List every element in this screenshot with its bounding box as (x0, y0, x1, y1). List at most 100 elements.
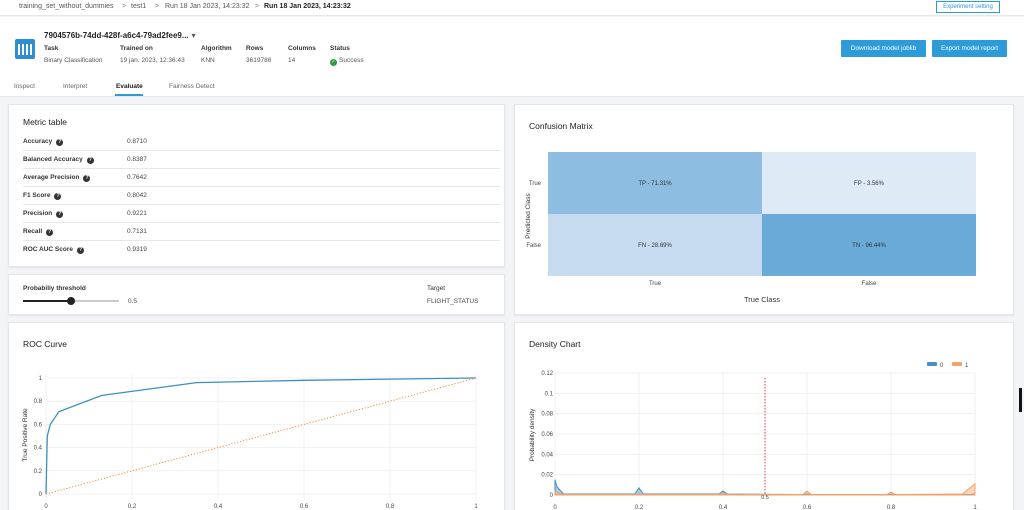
threshold-slider-handle[interactable] (67, 297, 75, 305)
roc-xtick: 0.4 (214, 504, 223, 510)
density-threshold-label: 0.5 (761, 495, 769, 501)
meta-trained-value: 19 jan. 2023, 12:36:43 (120, 57, 185, 64)
meta-columns-value: 14 (288, 57, 296, 64)
cm-cell-label: FP - 3.56% (854, 181, 885, 187)
cm-xlabel: True Class (744, 295, 780, 304)
cm-cell-label: TN - 96.44% (852, 243, 886, 249)
help-icon[interactable]: ? (76, 247, 84, 254)
top-bar: training_set_without_dummies > test1 > R… (0, 0, 1024, 16)
roc-xtick: 0 (44, 504, 48, 510)
density-xtick: 1 (973, 505, 977, 510)
metric-name: Average Precision (23, 174, 80, 181)
tab-inspect[interactable]: Inspect (14, 83, 35, 90)
density-xtick: 0.4 (719, 505, 728, 510)
active-tab-indicator (115, 94, 143, 96)
help-icon[interactable]: ? (83, 175, 91, 182)
metric-row-recall: Recall? 0.7131 (23, 223, 500, 241)
metric-value: 0.7642 (127, 174, 147, 181)
roc-ytick: 1 (39, 376, 43, 382)
cm-cell-label: TP - 71.31% (638, 181, 672, 187)
density-legend-label: 0 (940, 363, 944, 369)
density-ytick: 0.08 (541, 412, 553, 418)
meta-rows-value: 3619786 (246, 57, 272, 64)
roc-ylabel: True Positive Rate (22, 408, 29, 462)
breadcrumb-dataset[interactable]: training_set_without_dummies (19, 3, 114, 10)
target-label: Target (427, 285, 446, 292)
meta-columns-label: Columns (288, 45, 316, 52)
cm-cell (548, 152, 762, 214)
metric-row-f1-score: F1 Score? 0.8042 (23, 187, 500, 205)
help-icon[interactable]: ? (46, 229, 54, 236)
metric-name: Recall (23, 228, 43, 235)
tab-fairness-detect[interactable]: Fairness Detect (169, 83, 215, 90)
density-chart: 0 0.02 0.04 0.06 0.08 0.1 0.12 0 0.2 0.4 0.6 0.8 1 0.… (529, 362, 977, 510)
threshold-slider-fill (23, 300, 71, 302)
meta-trained-label: Trained on (120, 45, 153, 52)
tab-interpret[interactable]: Interpret (63, 83, 88, 90)
cm-ytick: False (526, 243, 541, 249)
metric-value: 0.9319 (127, 246, 147, 253)
density-chart-card: Density Chart 0 0.02 0.04 0.06 0.08 0.1 0.12 0 0… (514, 322, 1014, 510)
density-xtick: 0 (553, 505, 557, 510)
cm-xtick: True (649, 281, 662, 287)
breadcrumb-separator: > (255, 3, 260, 10)
density-xtick: 0.6 (803, 505, 812, 510)
roc-curve-title: ROC Curve (23, 339, 67, 349)
cm-ytick: True (529, 181, 542, 187)
density-chart-title: Density Chart (529, 339, 581, 349)
model-id-selector[interactable]: 7904576b-74dd-428f-a6c4-79ad2fee9... ▾ (44, 31, 196, 40)
help-icon[interactable]: ? (56, 211, 64, 218)
metric-name: Accuracy (23, 138, 53, 145)
breadcrumb-run[interactable]: Run 18 Jan 2023, 14:23:32 (165, 3, 250, 10)
target-value: FLIGHT_STATUS (427, 298, 479, 305)
cm-ylabel: Predicted Class (525, 192, 532, 238)
metric-row-roc-auc: ROC AUC Score? 0.9319 (23, 241, 500, 259)
roc-curve-chart: 00 0.2 0.2 0.4 0.4 0.6 0.6 0.8 0.8 1 1 True Positi… (22, 374, 478, 510)
metric-row-average-precision: Average Precision? 0.7642 (23, 169, 500, 187)
roc-ytick: 0.8 (34, 399, 43, 405)
export-report-button[interactable]: Export model report (932, 40, 1007, 57)
roc-ytick: 0.4 (34, 446, 43, 452)
density-ytick: 0.02 (541, 473, 553, 479)
roc-xtick: 0.2 (128, 504, 137, 510)
tab-evaluate[interactable]: Evaluate (116, 83, 143, 90)
density-ytick: 0 (550, 493, 554, 499)
caret-down-icon[interactable]: ▾ (191, 31, 196, 40)
density-xtick: 0.8 (887, 505, 896, 510)
roc-xtick: 1 (474, 504, 478, 510)
cm-cell-label: FN - 28.69% (638, 243, 672, 249)
metric-table-title: Metric table (23, 117, 67, 127)
breadcrumb-experiment[interactable]: test1 (131, 3, 147, 10)
roc-ytick: 0.2 (34, 469, 43, 475)
status-text: Success (339, 57, 364, 64)
meta-rows-label: Rows (246, 45, 264, 52)
metric-table-card: Metric table Accuracy? 0.8710 Balanced A… (8, 104, 505, 267)
density-legend-swatch (927, 362, 937, 366)
model-id-text: 7904576b-74dd-428f-a6c4-79ad2fee9... (44, 31, 189, 40)
density-ytick: 0.04 (541, 452, 553, 458)
cm-cell (762, 152, 976, 214)
check-circle-icon: ✓ (330, 59, 337, 66)
roc-curve-card: ROC Curve 0 0 0.2 0.2 0.4 0.4 0.6 0.6 0.8 0.8 1 1 T… (8, 322, 505, 510)
meta-algorithm-label: Algorithm (201, 45, 232, 52)
meta-task-label: Task (44, 45, 59, 52)
metric-name: Balanced Accuracy (23, 156, 83, 163)
model-logo-icon (15, 39, 35, 59)
metric-name: F1 Score (23, 192, 51, 199)
density-ylabel: Probability density (529, 408, 536, 461)
help-icon[interactable]: ? (56, 139, 64, 146)
cm-xtick: False (862, 281, 877, 287)
density-legend-swatch (952, 362, 962, 366)
help-icon[interactable]: ? (86, 157, 94, 164)
meta-status-label: Status (330, 45, 350, 52)
roc-xtick: 0.6 (300, 504, 309, 510)
help-icon[interactable]: ? (54, 193, 62, 200)
metric-value: 0.9221 (127, 210, 147, 217)
metric-value: 0.7131 (127, 228, 147, 235)
roc-series-line (45, 377, 477, 495)
download-model-button[interactable]: Download model joblib (841, 40, 926, 57)
experiment-setting-button[interactable]: Experiment setting (936, 1, 1000, 13)
metric-name: Precision (23, 210, 53, 217)
roc-ytick: 0 (39, 492, 43, 498)
scrollbar-handle[interactable] (1019, 388, 1022, 412)
